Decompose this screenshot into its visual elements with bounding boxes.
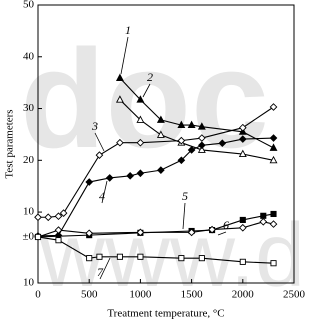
- marker: [34, 213, 42, 222]
- marker: [137, 253, 144, 260]
- marker: [198, 141, 206, 150]
- marker: [105, 174, 114, 182]
- marker: [187, 146, 196, 154]
- curve-label: 3: [91, 119, 98, 133]
- marker: [136, 138, 145, 147]
- marker: [86, 255, 93, 262]
- marker: [115, 73, 124, 81]
- y2-tick-label: 10: [23, 277, 35, 289]
- x-tick-label: 2500: [283, 289, 306, 301]
- series-line: [37, 236, 274, 264]
- curve-label: 4: [99, 189, 105, 203]
- curve-label: 1: [125, 23, 131, 37]
- marker: [44, 213, 53, 222]
- marker: [238, 135, 247, 143]
- marker: [156, 115, 165, 123]
- y-tick-label: 40: [23, 50, 35, 62]
- x-tick-label: 1500: [181, 289, 204, 301]
- marker: [85, 229, 94, 238]
- marker: [177, 156, 186, 165]
- marker: [187, 120, 196, 129]
- marker: [218, 139, 227, 148]
- y2-tick-label: ±0: [22, 231, 34, 243]
- curve-label: 5: [182, 189, 188, 203]
- marker: [116, 253, 123, 260]
- marker: [198, 134, 206, 142]
- y-tick-label: 20: [23, 154, 35, 166]
- marker: [269, 134, 278, 142]
- leader-line: [99, 257, 111, 280]
- marker: [177, 120, 186, 129]
- curve-label: 7: [97, 265, 104, 279]
- marker: [269, 155, 278, 164]
- marker: [269, 220, 278, 228]
- leader-line: [217, 231, 227, 236]
- curve-label: 6: [223, 218, 229, 232]
- marker: [85, 178, 94, 186]
- marker: [136, 169, 145, 178]
- x-tick-label: 1000: [129, 289, 152, 301]
- marker: [136, 228, 145, 237]
- marker: [177, 136, 186, 145]
- leader-line: [142, 83, 151, 98]
- marker: [208, 225, 216, 234]
- marker: [270, 260, 277, 267]
- marker: [116, 138, 124, 147]
- marker: [197, 122, 206, 130]
- marker: [239, 216, 246, 223]
- leader-line: [94, 132, 105, 152]
- series-line: [119, 77, 274, 149]
- leader-line: [101, 180, 108, 204]
- chart: doc www.d Treatment temperature, °C Test…: [4, 0, 306, 320]
- marker: [115, 95, 124, 103]
- y-tick-label: 50: [23, 0, 35, 11]
- marker: [95, 151, 104, 159]
- marker: [259, 217, 268, 226]
- x-axis-label: Treatment temperature, °C: [107, 308, 224, 320]
- marker: [238, 223, 247, 232]
- marker: [187, 228, 196, 237]
- marker: [269, 103, 278, 111]
- marker: [136, 115, 145, 123]
- y-tick-label: 30: [23, 102, 35, 114]
- marker: [197, 145, 206, 153]
- marker: [59, 209, 68, 217]
- marker: [198, 255, 205, 262]
- marker: [136, 95, 145, 103]
- watermark: doc: [20, 20, 269, 177]
- x-tick-label: 0: [35, 289, 41, 301]
- marker: [156, 130, 165, 138]
- marker: [269, 143, 278, 151]
- marker: [178, 255, 185, 262]
- marker: [157, 166, 165, 174]
- marker: [55, 237, 62, 244]
- marker: [54, 212, 63, 221]
- curve-label: 2: [147, 70, 153, 84]
- leader-line: [120, 36, 129, 75]
- marker: [238, 123, 247, 132]
- marker: [239, 258, 246, 265]
- leader-line: [182, 202, 186, 230]
- marker: [96, 253, 103, 260]
- y-axis-label: Test parameters: [4, 109, 16, 178]
- marker: [270, 210, 277, 218]
- marker: [126, 172, 134, 180]
- plot-frame: [37, 4, 295, 284]
- marker: [34, 233, 42, 241]
- marker: [54, 226, 63, 234]
- x-tick-label: 2000: [232, 289, 255, 301]
- x-tick-label: 500: [81, 289, 98, 301]
- y-tick-label: 10: [23, 206, 35, 218]
- marker: [238, 149, 247, 158]
- marker: [260, 212, 267, 219]
